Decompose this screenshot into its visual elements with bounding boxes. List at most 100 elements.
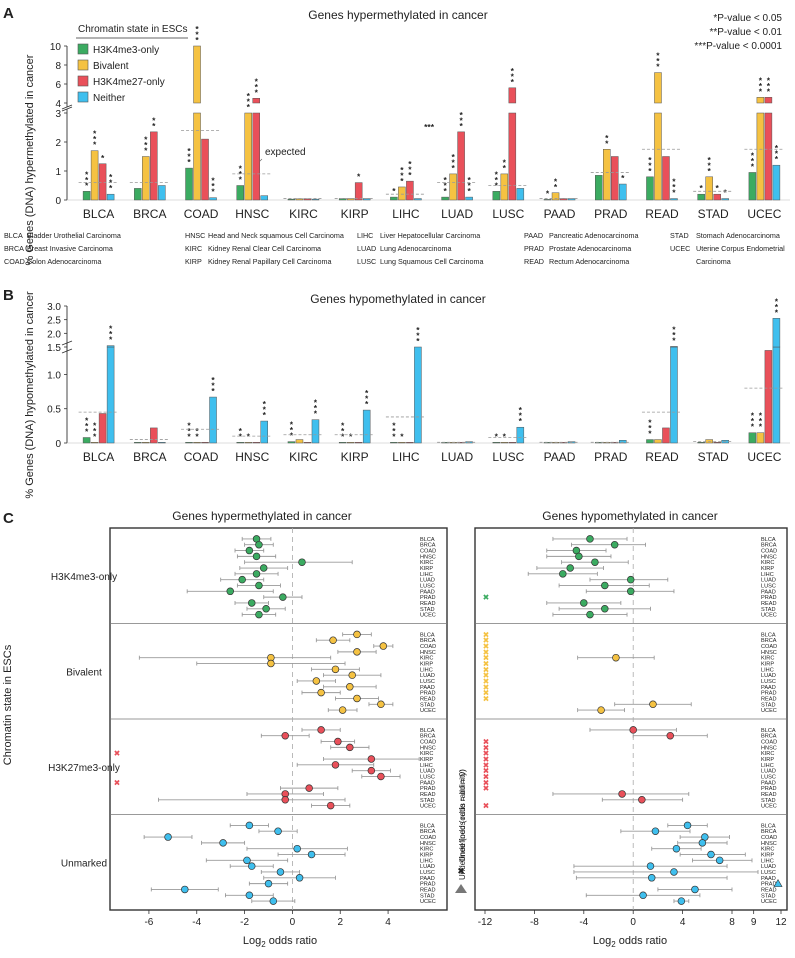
abbr-code: READ xyxy=(524,257,544,266)
undefined-zero-marker: ✖ xyxy=(483,660,490,669)
estimate-point xyxy=(559,570,567,578)
bar xyxy=(158,185,166,201)
bar xyxy=(414,198,422,201)
abbr-name: Lung Adenocarcinoma xyxy=(380,244,452,253)
row-label: PAAD xyxy=(761,780,776,786)
significance-star: * xyxy=(247,91,251,101)
significance-star: * xyxy=(672,188,676,198)
significance-star: * xyxy=(775,149,779,159)
bar xyxy=(748,432,757,444)
significance-star: * xyxy=(211,187,215,197)
bar xyxy=(508,87,517,104)
estimate-point xyxy=(377,772,385,781)
bar xyxy=(244,112,252,201)
abbr-name: Kidney Renal Clear Cell Carcinoma xyxy=(208,244,321,253)
panel-a-title: Genes hypermethylated in cancer xyxy=(308,8,487,22)
bar xyxy=(764,350,773,444)
estimate-point xyxy=(353,648,361,656)
significance-star: * xyxy=(314,398,318,408)
row-label: COAD xyxy=(761,549,777,555)
row-label: HNSC xyxy=(761,554,777,560)
bar xyxy=(260,420,268,444)
category-label: UCEC xyxy=(747,207,781,221)
abbr-name: Rectum Adenocarcinoma xyxy=(549,257,629,266)
x-tick-label: 0 xyxy=(290,917,296,928)
y-tick-label: 6 xyxy=(55,80,61,91)
estimate-point xyxy=(591,558,599,566)
y-tick-label: 0 xyxy=(55,196,61,207)
significance-star: * xyxy=(314,403,318,413)
row-label: BRCA xyxy=(761,829,777,835)
bar xyxy=(457,131,465,201)
x-tick-label: -12 xyxy=(478,917,493,928)
estimate-point xyxy=(649,700,657,709)
row-label: BRCA xyxy=(761,734,777,740)
estimate-point xyxy=(255,581,263,590)
significance-star: * xyxy=(341,426,345,436)
group-label: H3K27me3-only xyxy=(48,763,120,774)
panel-c-ylabel: Chromatin state in ESCs xyxy=(2,644,14,765)
significance-star: * xyxy=(187,146,191,156)
abbr-code: BLCA xyxy=(4,231,23,240)
significance-star: * xyxy=(85,180,89,190)
significance-star: * xyxy=(211,176,215,186)
y-tick-label: 8 xyxy=(55,61,61,72)
bar xyxy=(98,163,107,201)
abbr-name: Stomach Adenocarcinoma xyxy=(696,231,780,240)
significance-star: * xyxy=(239,169,243,179)
row-label: KIRP xyxy=(761,853,774,859)
undefined-zero-marker: ✖ xyxy=(483,689,490,698)
significance-star: * xyxy=(751,411,755,421)
estimate-point xyxy=(353,694,361,703)
bar xyxy=(508,112,517,201)
abbr-code: PAAD xyxy=(524,231,543,240)
bar xyxy=(670,346,678,444)
estimate-point xyxy=(293,844,301,853)
row-label: LIHC xyxy=(420,763,433,769)
significance-star: * xyxy=(554,182,558,192)
axis-break-mark xyxy=(61,340,73,354)
estimate-point xyxy=(379,642,388,650)
significance-star: * xyxy=(408,159,412,169)
row-label: LUAD xyxy=(761,769,776,775)
group-label: Bivalent xyxy=(66,667,102,678)
row-label: LUSC xyxy=(761,774,776,780)
row-label: KIRP xyxy=(420,853,433,859)
y-tick-label: 2 xyxy=(55,138,61,149)
row-label: LUSC xyxy=(761,679,776,685)
significance-star: * xyxy=(341,420,345,430)
row-label: UCEC xyxy=(761,804,777,810)
category-label: LIHC xyxy=(392,207,420,221)
significance-star: * xyxy=(554,176,558,186)
category-label: BLCA xyxy=(83,450,114,464)
bar xyxy=(654,72,662,104)
undefined-infinity-label: Undefined (odds ratio = infinity) xyxy=(458,769,467,880)
bar xyxy=(236,185,244,201)
abbr-code: HNSC xyxy=(185,231,205,240)
estimate-point xyxy=(262,605,270,613)
undefined-zero-marker: ✖ xyxy=(483,683,490,692)
estimate-point xyxy=(269,897,278,905)
row-label: LIHC xyxy=(761,763,774,769)
estimate-point xyxy=(683,821,692,830)
row-label: KIRC xyxy=(420,656,433,662)
abbr-name: Lung Squamous Cell Carcinoma xyxy=(380,257,483,266)
significance-star: * xyxy=(546,188,550,198)
significance-star: * xyxy=(144,140,148,150)
significance-star: * xyxy=(656,56,660,66)
significance-star: * xyxy=(648,166,652,176)
category-label: LUAD xyxy=(441,207,473,221)
significance-star: * xyxy=(708,166,712,176)
panel-c-right-xlabel: Log2 odds ratio xyxy=(593,935,667,949)
bar xyxy=(354,442,363,444)
significance-star: * xyxy=(392,426,396,436)
row-label: READ xyxy=(761,696,777,702)
undefined-zero-marker: ✖ xyxy=(483,755,490,764)
significance-star: * xyxy=(255,82,259,92)
row-label: KIRC xyxy=(761,847,774,853)
significance-star: * xyxy=(85,427,89,437)
bar xyxy=(134,442,142,444)
bar xyxy=(500,173,509,201)
significance-star: * xyxy=(621,173,625,183)
pvalue-legend-3: ***P-value < 0.0001 xyxy=(694,41,782,52)
